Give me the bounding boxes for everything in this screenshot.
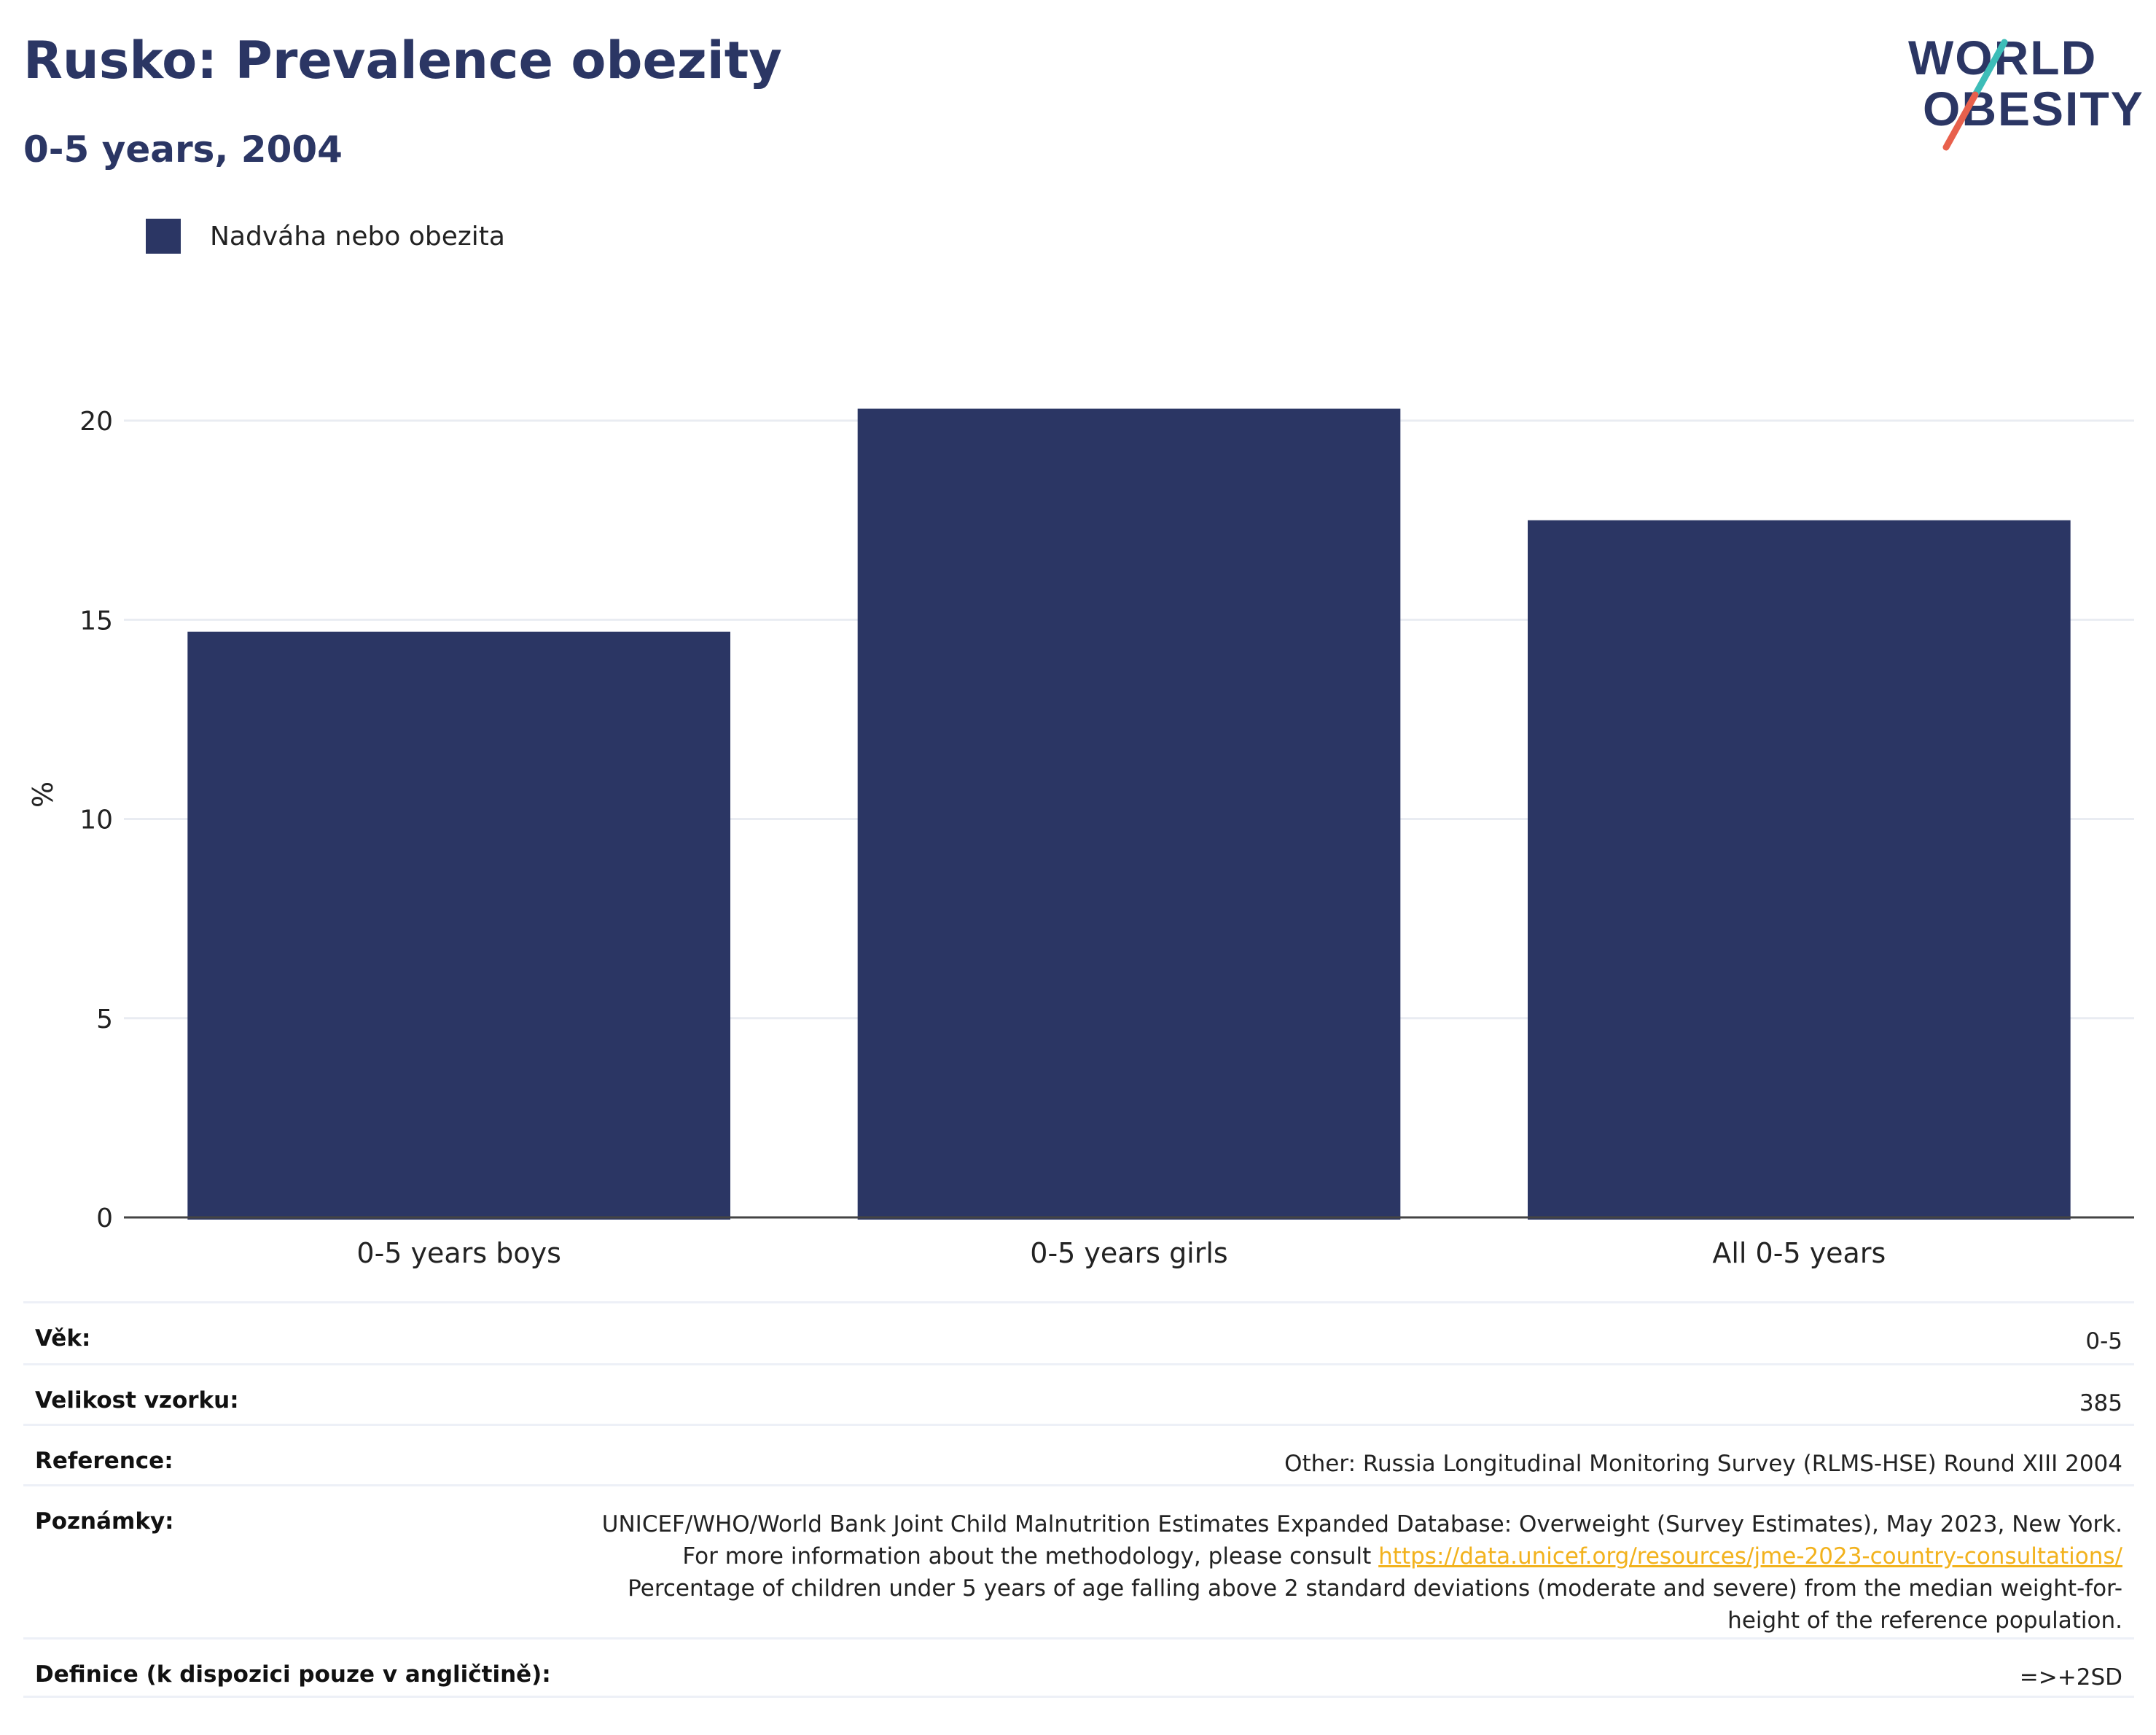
bar — [187, 631, 730, 1220]
notes-text: UNICEF/WHO/World Bank Joint Child Malnut… — [601, 1511, 2122, 1570]
meta-value-sample-size: 385 — [2079, 1390, 2122, 1416]
meta-row-age: Věk: 0-5 — [23, 1301, 2134, 1363]
meta-row-sample-size: Velikost vzorku: 385 — [23, 1363, 2134, 1424]
meta-label-sample-size: Velikost vzorku: — [35, 1387, 239, 1414]
page-subtitle: 0-5 years, 2004 — [23, 128, 343, 171]
page-title: Rusko: Prevalence obezity — [23, 31, 782, 90]
x-tick-label: 0-5 years girls — [1030, 1237, 1227, 1269]
y-tick-label: 5 — [96, 1005, 113, 1034]
logo-slash-teal — [1972, 39, 2008, 98]
meta-row-reference: Reference: Other: Russia Longitudinal Mo… — [23, 1424, 2134, 1484]
chart-legend[interactable]: Nadváha nebo obezita — [146, 217, 505, 255]
meta-label-age: Věk: — [35, 1325, 91, 1352]
meta-value-age: 0-5 — [2085, 1328, 2122, 1354]
legend-swatch — [146, 219, 181, 254]
y-tick-label: 10 — [79, 806, 113, 835]
meta-value-notes: UNICEF/WHO/World Bank Joint Child Malnut… — [592, 1508, 2122, 1637]
methodology-link[interactable]: https://data.unicef.org/resources/jme-20… — [1378, 1543, 2122, 1570]
meta-row-notes: Poznámky: UNICEF/WHO/World Bank Joint Ch… — [23, 1484, 2134, 1637]
bar — [1528, 520, 2071, 1220]
y-axis-title: % — [27, 781, 59, 808]
logo-line1: WORLD — [1908, 31, 2097, 85]
world-obesity-logo: WORLD OBESITY — [1908, 31, 2143, 151]
logo-slash-coral — [1942, 91, 1979, 151]
y-tick-label: 20 — [79, 407, 113, 437]
meta-value-definition: =>+2SD — [2019, 1664, 2122, 1691]
meta-label-definition: Definice (k dispozici pouze v angličtině… — [35, 1661, 551, 1688]
meta-value-reference: Other: Russia Longitudinal Monitoring Su… — [1284, 1451, 2122, 1477]
y-tick-label: 0 — [96, 1204, 113, 1233]
y-tick-label: 15 — [79, 606, 113, 636]
bar-chart: 0 5 10 15 20% 0-5 years boys 0-5 years girls Al… — [27, 407, 2134, 1269]
meta-row-definition: Definice (k dispozici pouze v angličtině… — [23, 1637, 2134, 1698]
meta-label-notes: Poznámky: — [35, 1508, 174, 1535]
meta-label-reference: Reference: — [35, 1448, 173, 1474]
metadata-table: Věk: 0-5 Velikost vzorku: 385 Reference:… — [23, 1301, 2134, 1698]
bar — [857, 408, 1401, 1220]
x-tick-label: All 0-5 years — [1712, 1237, 1886, 1269]
legend-label: Nadváha nebo obezita — [210, 221, 505, 252]
x-tick-label: 0-5 years boys — [356, 1237, 561, 1269]
notes-text-cont: Percentage of children under 5 years of … — [628, 1575, 2122, 1634]
